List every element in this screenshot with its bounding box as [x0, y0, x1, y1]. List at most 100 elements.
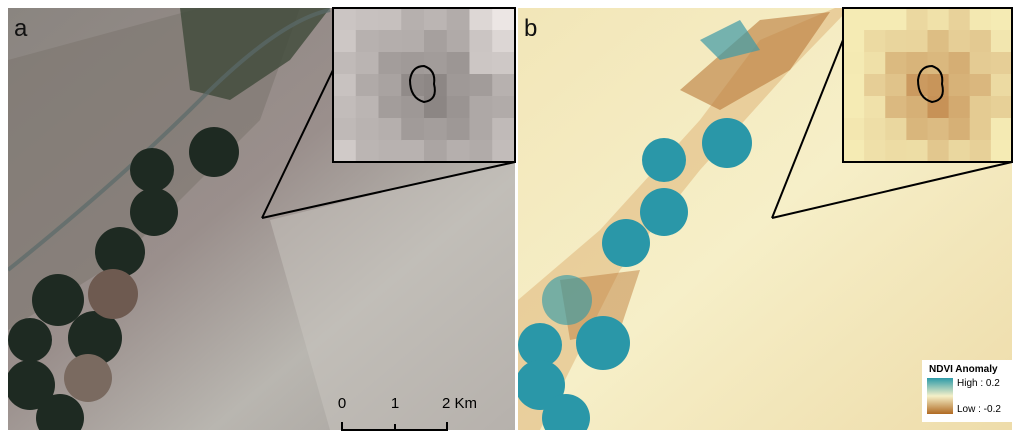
inset-pixel: [843, 140, 865, 163]
inset-pixel: [928, 30, 950, 53]
inset-pixel: [928, 74, 950, 97]
inset-pixel: [864, 30, 886, 53]
inset-pixel: [447, 118, 470, 141]
inset-pixel: [333, 30, 356, 53]
inset-pixel: [970, 52, 992, 75]
inset-pixel: [949, 74, 971, 97]
inset-pixel: [885, 8, 907, 31]
inset-pixel: [928, 140, 950, 163]
inset-pixel: [885, 140, 907, 163]
inset-pixel: [447, 74, 470, 97]
inset-pixel: [424, 140, 447, 163]
inset-pixel: [885, 30, 907, 53]
inset-pixel: [401, 118, 424, 141]
inset-pixel: [356, 140, 379, 163]
inset-pixel: [991, 140, 1013, 163]
inset-pixel: [492, 74, 515, 97]
legend-high: High : 0.2: [957, 378, 1000, 389]
inset-pixel: [843, 30, 865, 53]
inset-pixel: [379, 118, 402, 141]
inset-pixel: [991, 118, 1013, 141]
inset-pixel: [379, 8, 402, 31]
inset-pixel: [492, 118, 515, 141]
inset-pixel: [333, 52, 356, 75]
inset-pixel: [970, 96, 992, 119]
inset-pixel: [949, 52, 971, 75]
inset-pixel: [906, 140, 928, 163]
inset-pixel: [424, 8, 447, 31]
inset-pixel: [885, 74, 907, 97]
inset-pixel: [991, 8, 1013, 31]
inset-pixel: [949, 8, 971, 31]
inset-pixel: [843, 52, 865, 75]
inset-pixel: [356, 52, 379, 75]
inset-pixel: [949, 140, 971, 163]
inset-pixel: [991, 52, 1013, 75]
inset-pixel: [970, 140, 992, 163]
inset-pixel: [864, 140, 886, 163]
inset-pixel: [424, 52, 447, 75]
inset-pixel: [333, 96, 356, 119]
inset-pixel: [864, 96, 886, 119]
inset-pixel: [333, 74, 356, 97]
inset-pixel: [401, 30, 424, 53]
inset-pixel: [864, 118, 886, 141]
inset-pixel: [492, 52, 515, 75]
inset-pixel: [843, 118, 865, 141]
inset-pixel: [906, 118, 928, 141]
legend-title: NDVI Anomaly: [929, 364, 998, 375]
inset-pixel: [991, 96, 1013, 119]
inset-pixel: [970, 118, 992, 141]
inset-b: [843, 8, 1013, 163]
inset-pixel: [843, 96, 865, 119]
inset-pixel: [864, 8, 886, 31]
inset-pixel: [949, 118, 971, 141]
inset-pixel: [356, 118, 379, 141]
inset-pixel: [970, 30, 992, 53]
inset-pixel: [864, 74, 886, 97]
inset-pixel: [447, 96, 470, 119]
inset-pixel: [906, 52, 928, 75]
inset-pixel: [991, 30, 1013, 53]
inset-pixel: [401, 96, 424, 119]
inset-pixel: [492, 30, 515, 53]
panel-label: b: [524, 15, 537, 42]
inset-pixel: [333, 140, 356, 163]
inset-pixel: [470, 52, 493, 75]
scale-label: 1: [391, 395, 399, 412]
inset-pixel: [401, 8, 424, 31]
inset-pixel: [424, 30, 447, 53]
scale-label: 2 Km: [442, 395, 477, 412]
inset-pixel: [470, 30, 493, 53]
inset-pixel: [424, 118, 447, 141]
inset-pixel: [928, 118, 950, 141]
inset-pixel: [401, 140, 424, 163]
inset-pixel: [424, 96, 447, 119]
inset-a: [333, 8, 516, 163]
inset-pixel: [379, 96, 402, 119]
legend-ramp: [927, 378, 953, 414]
inset-pixel: [470, 96, 493, 119]
inset-pixel: [906, 8, 928, 31]
inset-pixel: [379, 30, 402, 53]
inset-pixel: [492, 96, 515, 119]
scale-label: 0: [338, 395, 346, 412]
inset-pixel: [906, 74, 928, 97]
inset-pixel: [949, 30, 971, 53]
inset-pixel: [949, 96, 971, 119]
inset-pixel: [492, 8, 515, 31]
inset-pixel: [470, 74, 493, 97]
inset-pixel: [356, 74, 379, 97]
inset-pixel: [970, 74, 992, 97]
inset-pixel: [379, 74, 402, 97]
inset-pixel: [928, 8, 950, 31]
inset-pixel: [970, 8, 992, 31]
inset-pixel: [885, 96, 907, 119]
inset-pixel: [843, 74, 865, 97]
inset-pixel: [333, 118, 356, 141]
inset-pixel: [906, 30, 928, 53]
inset-pixel: [492, 140, 515, 163]
panel-label: a: [14, 15, 28, 42]
inset-pixel: [447, 140, 470, 163]
inset-pixel: [470, 140, 493, 163]
